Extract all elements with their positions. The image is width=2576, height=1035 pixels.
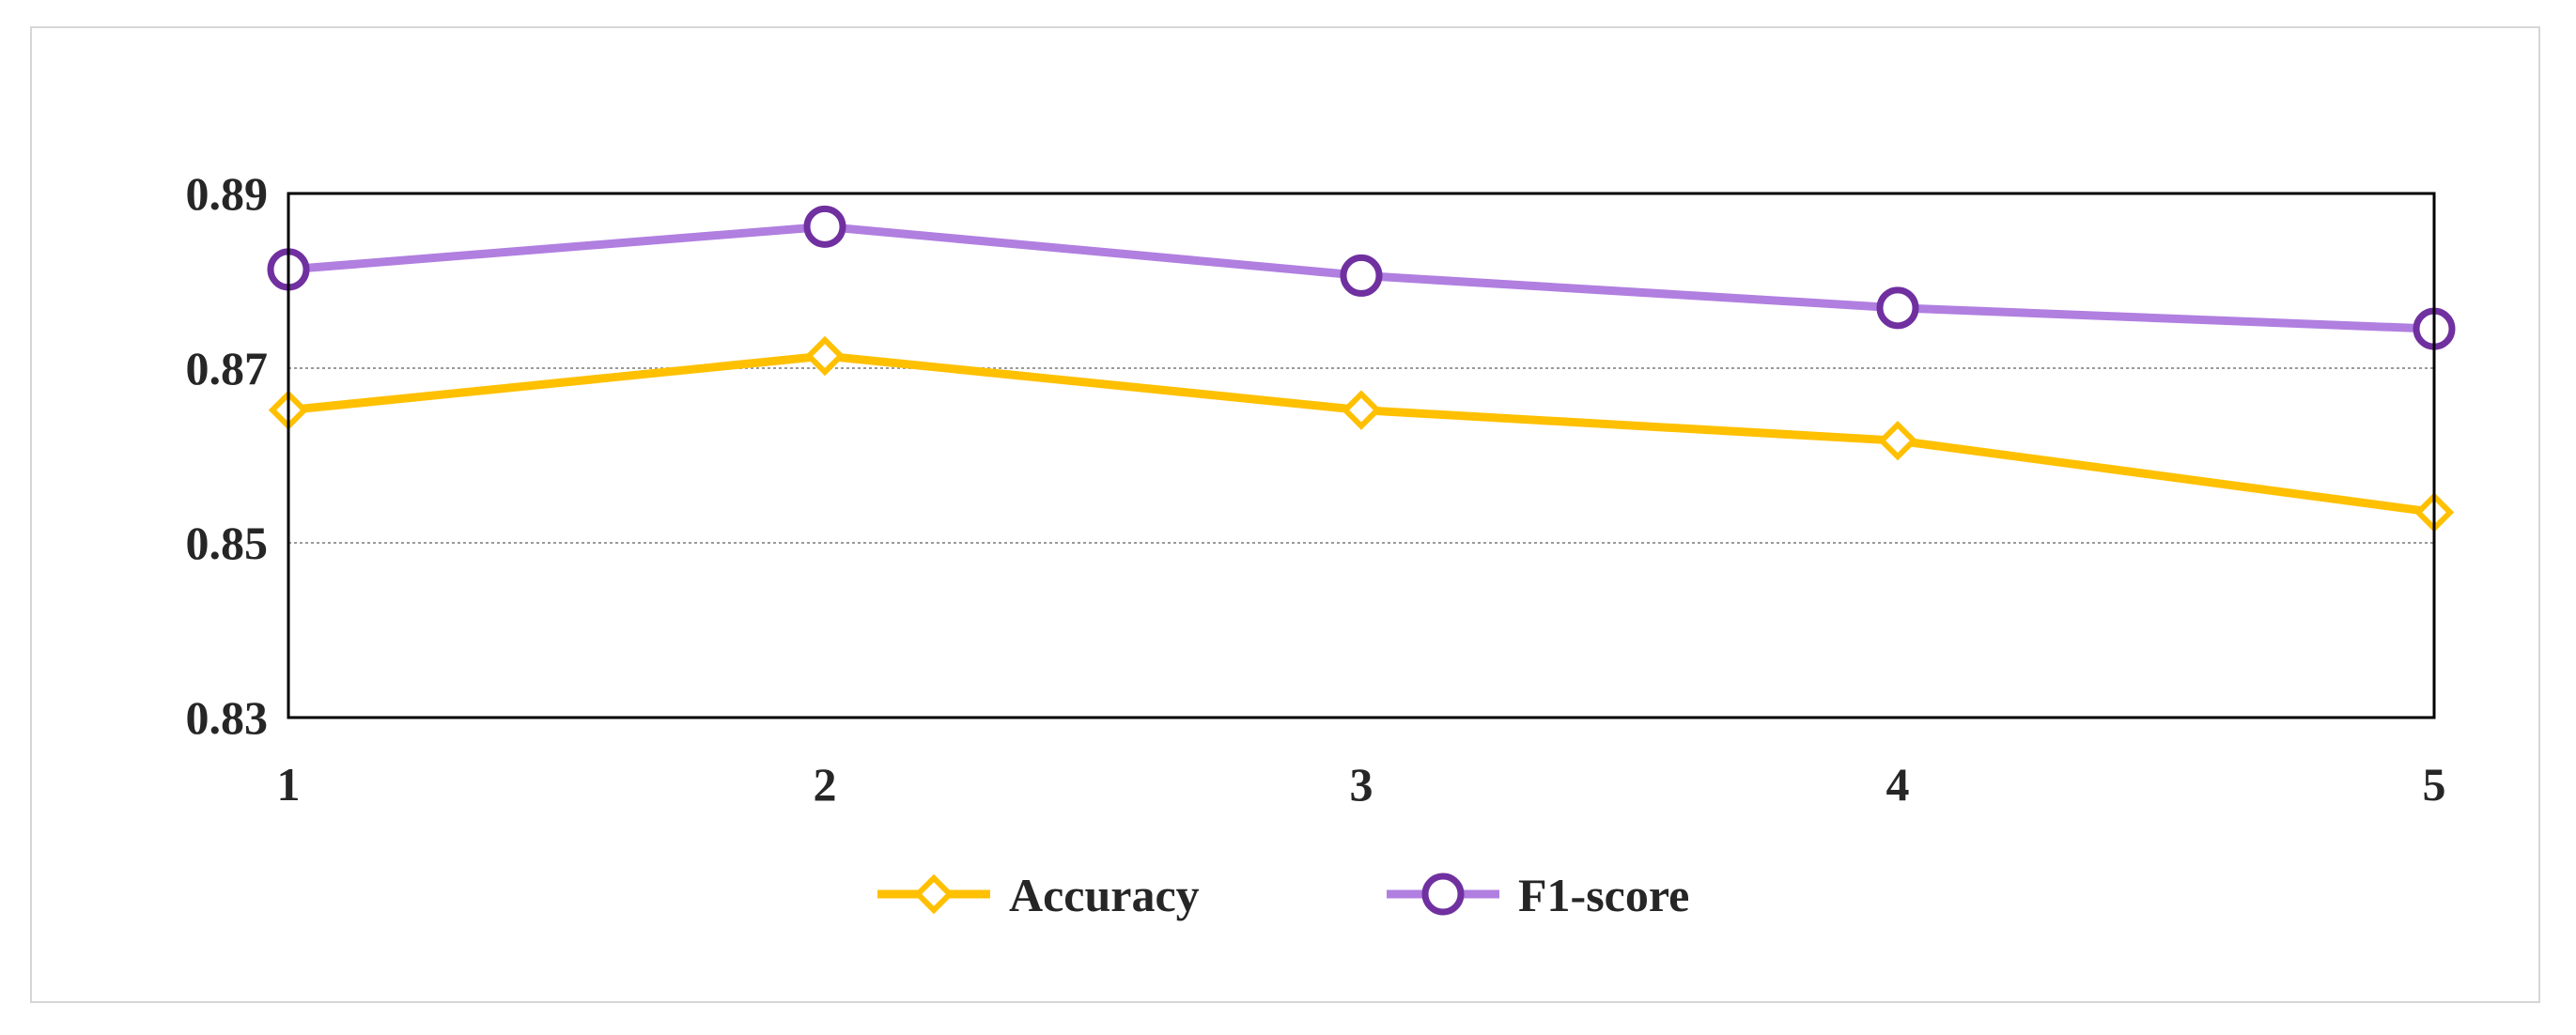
x-tick-label: 4 [1886, 758, 1910, 811]
f1-score-series [267, 205, 2456, 350]
x-axis-ticks: 1 2 3 4 5 [277, 758, 2446, 811]
gridlines [288, 367, 2434, 544]
y-tick-label: 0.83 [186, 691, 269, 744]
x-tick-label: 2 [814, 758, 837, 811]
line-chart: 0.83 0.85 0.87 0.89 1 2 3 4 5 Accuracy F1-score [186, 167, 2456, 921]
x-tick-label: 3 [1350, 758, 1373, 811]
f1-score-point [1340, 254, 1383, 297]
y-tick-label: 0.89 [186, 167, 269, 220]
legend-label: Accuracy [1009, 869, 1200, 921]
accuracy-point [1341, 390, 1382, 430]
y-tick-label: 0.85 [186, 517, 269, 569]
plot-area-border [287, 192, 2436, 719]
chart-frame: 0.83 0.85 0.87 0.89 1 2 3 4 5 Accuracy F1-score [30, 26, 2540, 1003]
x-tick-label: 1 [277, 758, 301, 811]
legend-item-f1-score: F1-score [1387, 869, 1689, 921]
f1-score-point [1421, 873, 1465, 916]
x-tick-label: 5 [2423, 758, 2446, 811]
legend-label: F1-score [1518, 869, 1689, 921]
accuracy-point [1877, 420, 1918, 461]
f1-score-point [1876, 286, 1919, 330]
accuracy-point [913, 873, 954, 915]
y-axis-ticks: 0.83 0.85 0.87 0.89 [186, 167, 269, 744]
legend-item-accuracy: Accuracy [877, 869, 1200, 921]
legend: Accuracy F1-score [877, 869, 1689, 921]
accuracy-line [284, 351, 2439, 517]
f1-score-point [803, 205, 846, 248]
y-tick-label: 0.87 [186, 342, 269, 394]
accuracy-point [804, 335, 846, 377]
